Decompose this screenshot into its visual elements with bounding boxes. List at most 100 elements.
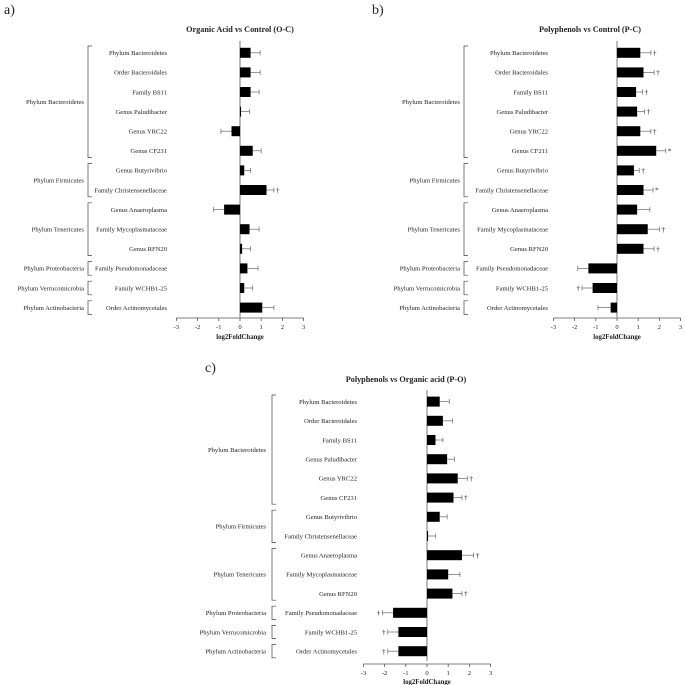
category-label: Family Pseudomonadaceae	[95, 266, 167, 273]
panel-a-chart: Organic Acid vs Control (O-C) Phylum Bact…	[18, 25, 306, 341]
group-bracket	[463, 280, 468, 296]
bar	[617, 224, 648, 235]
bar	[240, 87, 251, 97]
group-bracket	[271, 644, 276, 659]
significance-marker: †	[276, 186, 280, 195]
significance-marker: †	[464, 493, 468, 502]
x-tick-label: -3	[361, 670, 367, 677]
x-axis-label: log2FoldChange	[593, 334, 641, 341]
group-label: Phylum Proteobacteria	[400, 266, 460, 273]
bar	[617, 165, 634, 176]
group-bracket	[87, 45, 92, 158]
panel-letter-a: a)	[4, 3, 15, 18]
significance-marker: †	[641, 166, 645, 175]
group-bracket	[463, 261, 468, 276]
x-tick-label: 2	[658, 324, 661, 331]
category-label: Phylum Bacteroidetes	[109, 50, 167, 57]
group-label: Phylum Firmicutes	[410, 178, 461, 185]
chart-title: Organic Acid vs Control (O-C)	[186, 25, 294, 34]
category-label: Order Actinomycetales	[106, 305, 167, 312]
category-label: Genus CF231	[321, 495, 357, 502]
bar	[240, 283, 245, 293]
category-label: Family WCHB1-25	[496, 285, 549, 292]
category-label: Family WCHB1-25	[305, 629, 358, 636]
category-label: Genus Butyrivibrio	[116, 168, 168, 175]
category-label: Genus CF211	[512, 148, 548, 155]
x-tick-label: 3	[489, 670, 493, 677]
category-label: Phylum Bacteroidetes	[490, 50, 548, 57]
significance-marker: *	[668, 146, 672, 155]
category-label: Order Actinomycetales	[487, 305, 548, 312]
x-tick-label: 0	[425, 670, 429, 677]
significance-marker: †	[661, 225, 665, 234]
x-tick-label: 1	[260, 324, 263, 331]
bar	[617, 204, 638, 215]
panel-b-chart: Polyphenols vs Control (P-C) Phylum Bacte…	[394, 25, 683, 341]
bar	[240, 263, 248, 274]
category-label: Genus YRC22	[129, 129, 167, 136]
bar	[588, 263, 617, 274]
bar	[617, 87, 637, 97]
bar	[224, 204, 240, 215]
category-label: Genus RFN20	[129, 246, 168, 253]
group-bracket	[463, 163, 468, 198]
bar	[617, 185, 644, 195]
bar	[240, 185, 267, 195]
chart-title: Polyphenols vs Organic acid (P-O)	[346, 375, 467, 384]
group-label: Phylum Verrucomicrobia	[200, 629, 266, 636]
group-bracket	[463, 202, 468, 256]
significance-marker: †	[469, 474, 473, 483]
group-bracket	[463, 300, 468, 315]
group-bracket	[87, 280, 92, 296]
group-bracket	[271, 509, 276, 543]
category-label: Family Mycoplasmataceae	[96, 227, 167, 234]
category-label: Family Pseudomonadaceae	[285, 610, 357, 617]
significance-marker: †	[656, 68, 660, 77]
bar	[617, 126, 641, 137]
category-label: Order Bacteroidales	[114, 70, 167, 77]
bar	[427, 435, 436, 445]
category-label: Family BS11	[513, 89, 548, 96]
bar	[393, 607, 427, 618]
category-label: Genus Anaeroplasma	[111, 207, 167, 214]
group-bracket	[271, 394, 276, 505]
bar	[427, 396, 440, 407]
bar	[592, 283, 617, 293]
group-label: Phylum Bacteroidetes	[26, 99, 84, 106]
category-label: Family BS11	[322, 437, 357, 444]
bar	[617, 145, 657, 156]
x-tick-label: 0	[238, 324, 242, 331]
x-tick-label: -1	[216, 324, 222, 331]
group-bracket	[87, 300, 92, 315]
significance-marker: †	[576, 284, 580, 293]
x-tick-label: 1	[637, 324, 640, 331]
bar	[427, 415, 443, 426]
group-label: Phylum Bacteroidetes	[402, 99, 460, 106]
group-bracket	[87, 202, 92, 256]
bar	[427, 454, 448, 465]
category-label: Genus Anaeroplasma	[301, 553, 357, 560]
bar	[240, 224, 250, 235]
x-tick-label: 0	[615, 324, 619, 331]
group-bracket	[271, 625, 276, 639]
group-label: Phylum Tenericutes	[32, 227, 85, 234]
bar	[427, 550, 462, 561]
group-label: Phylum Tenericutes	[214, 572, 267, 579]
bar	[240, 106, 242, 117]
bar	[427, 531, 429, 541]
category-label: Family Mycoplasmataceae	[286, 572, 357, 579]
significance-marker: †	[644, 88, 648, 97]
group-bracket	[271, 605, 276, 620]
bar	[427, 569, 449, 580]
group-label: Phylum Tenericutes	[408, 227, 461, 234]
x-tick-label: 3	[302, 324, 306, 331]
x-tick-label: 2	[468, 670, 471, 677]
group-label: Phylum Bacteroidetes	[208, 447, 266, 454]
group-bracket	[271, 548, 276, 601]
group-label: Phylum Actinobacteria	[205, 649, 266, 656]
x-tick-label: 1	[447, 670, 450, 677]
x-tick-label: 2	[281, 324, 284, 331]
bar	[610, 302, 617, 313]
